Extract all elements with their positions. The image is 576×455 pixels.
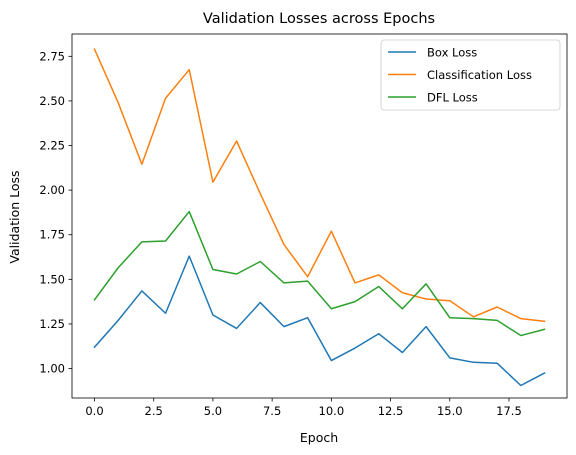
x-tick-label: 0.0	[85, 404, 103, 418]
chart-title: Validation Losses across Epochs	[203, 11, 435, 27]
legend-label: DFL Loss	[427, 91, 478, 105]
y-tick-label: 2.75	[39, 49, 65, 63]
y-tick-label: 1.50	[39, 272, 65, 286]
x-tick-label: 2.5	[145, 404, 163, 418]
plot-area: 0.0 2.5 5.0 7.5 10.0 12.5 15.0 17.5 1.00 1.25 1.50…	[39, 33, 568, 418]
series-line-0	[93, 255, 546, 387]
y-tick-label: 1.25	[39, 317, 65, 331]
y-tick-label: 2.00	[39, 183, 65, 197]
legend-label: Box Loss	[427, 46, 477, 60]
x-tick-label: 15.0	[437, 404, 463, 418]
legend-box	[380, 39, 561, 111]
x-tick-label: 10.0	[319, 404, 345, 418]
y-tick-label: 1.75	[39, 228, 65, 242]
y-tick-label: 2.50	[39, 94, 65, 108]
y-axis-label: Validation Loss	[7, 170, 22, 263]
axes-frame	[71, 33, 568, 399]
x-tick-label: 5.0	[204, 404, 222, 418]
x-tick-label: 7.5	[263, 404, 281, 418]
series-line-1	[93, 48, 546, 323]
x-axis-label: Epoch	[300, 430, 338, 445]
y-tick-label: 1.00	[39, 362, 65, 376]
series-line-2	[93, 210, 546, 337]
legend-label: Classification Loss	[427, 68, 532, 82]
y-tick-label: 2.25	[39, 139, 65, 153]
x-tick-label: 12.5	[378, 404, 404, 418]
x-tick-label: 17.5	[496, 404, 522, 418]
